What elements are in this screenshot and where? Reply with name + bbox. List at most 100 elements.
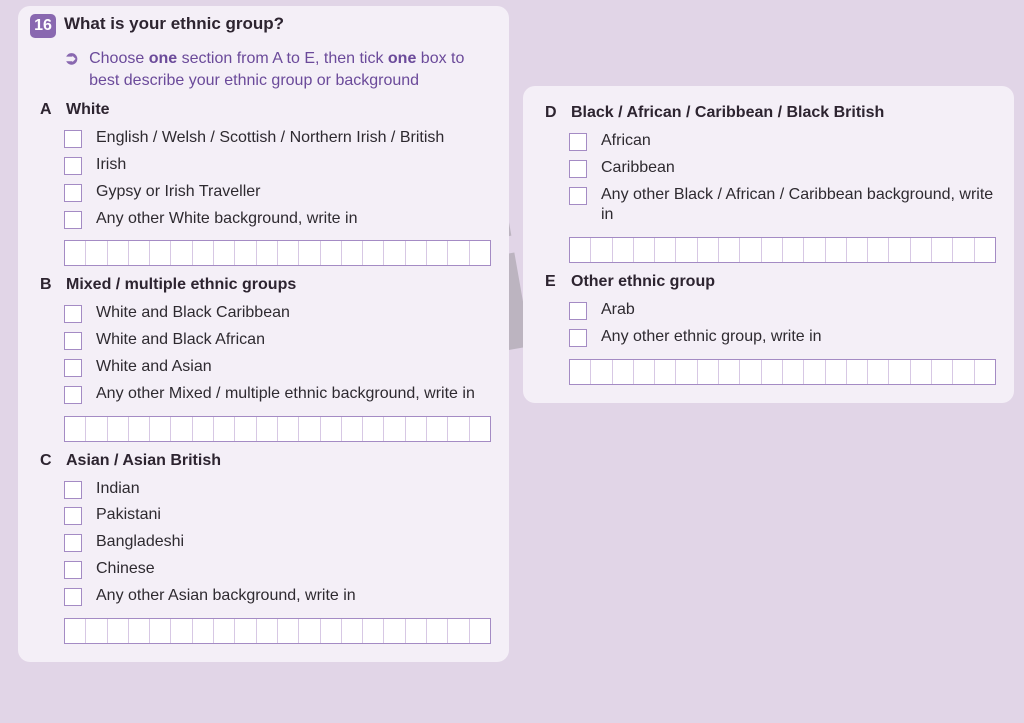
writein-cell[interactable] [321,241,342,265]
writein-cell[interactable] [257,241,278,265]
writein-cell[interactable] [214,417,235,441]
writein-field[interactable] [569,359,996,385]
writein-cell[interactable] [826,360,847,384]
writein-cell[interactable] [278,417,299,441]
writein-cell[interactable] [86,417,107,441]
writein-cell[interactable] [384,619,405,643]
writein-cell[interactable] [363,619,384,643]
option-checkbox[interactable] [64,588,82,606]
writein-cell[interactable] [257,417,278,441]
writein-cell[interactable] [193,241,214,265]
writein-cell[interactable] [847,238,868,262]
writein-cell[interactable] [150,619,171,643]
writein-cell[interactable] [427,417,448,441]
writein-cell[interactable] [342,241,363,265]
writein-cell[interactable] [783,238,804,262]
writein-cell[interactable] [975,238,995,262]
writein-cell[interactable] [911,360,932,384]
writein-cell[interactable] [676,360,697,384]
writein-cell[interactable] [762,360,783,384]
writein-cell[interactable] [129,241,150,265]
writein-field[interactable] [64,618,491,644]
option-checkbox[interactable] [569,187,587,205]
option-checkbox[interactable] [64,481,82,499]
writein-cell[interactable] [193,417,214,441]
writein-cell[interactable] [299,241,320,265]
writein-cell[interactable] [193,619,214,643]
writein-field[interactable] [64,416,491,442]
option-checkbox[interactable] [64,386,82,404]
writein-cell[interactable] [676,238,697,262]
writein-cell[interactable] [427,619,448,643]
writein-cell[interactable] [613,360,634,384]
writein-cell[interactable] [384,417,405,441]
option-checkbox[interactable] [64,561,82,579]
writein-cell[interactable] [634,238,655,262]
writein-cell[interactable] [257,619,278,643]
writein-cell[interactable] [655,238,676,262]
writein-cell[interactable] [470,417,490,441]
writein-cell[interactable] [953,360,974,384]
writein-cell[interactable] [868,360,889,384]
writein-cell[interactable] [65,619,86,643]
writein-cell[interactable] [342,619,363,643]
writein-cell[interactable] [448,241,469,265]
writein-cell[interactable] [613,238,634,262]
writein-cell[interactable] [406,619,427,643]
writein-cell[interactable] [278,619,299,643]
writein-cell[interactable] [470,241,490,265]
writein-cell[interactable] [932,360,953,384]
writein-cell[interactable] [65,417,86,441]
option-checkbox[interactable] [64,507,82,525]
writein-cell[interactable] [235,417,256,441]
option-checkbox[interactable] [569,302,587,320]
writein-cell[interactable] [889,238,910,262]
writein-cell[interactable] [698,360,719,384]
writein-cell[interactable] [150,417,171,441]
writein-cell[interactable] [762,238,783,262]
option-checkbox[interactable] [64,157,82,175]
writein-cell[interactable] [634,360,655,384]
writein-cell[interactable] [847,360,868,384]
writein-cell[interactable] [321,619,342,643]
writein-cell[interactable] [171,417,192,441]
option-checkbox[interactable] [569,160,587,178]
option-checkbox[interactable] [64,534,82,552]
writein-cell[interactable] [804,360,825,384]
writein-cell[interactable] [171,619,192,643]
writein-cell[interactable] [698,238,719,262]
writein-cell[interactable] [86,241,107,265]
writein-cell[interactable] [214,241,235,265]
option-checkbox[interactable] [64,211,82,229]
writein-cell[interactable] [363,417,384,441]
option-checkbox[interactable] [569,329,587,347]
writein-cell[interactable] [868,238,889,262]
writein-cell[interactable] [363,241,384,265]
writein-cell[interactable] [342,417,363,441]
writein-cell[interactable] [470,619,490,643]
writein-cell[interactable] [570,238,591,262]
writein-cell[interactable] [953,238,974,262]
writein-cell[interactable] [719,360,740,384]
writein-cell[interactable] [235,619,256,643]
writein-cell[interactable] [783,360,804,384]
writein-cell[interactable] [740,360,761,384]
writein-cell[interactable] [448,619,469,643]
writein-cell[interactable] [719,238,740,262]
writein-cell[interactable] [321,417,342,441]
option-checkbox[interactable] [64,332,82,350]
writein-cell[interactable] [889,360,910,384]
writein-cell[interactable] [911,238,932,262]
writein-cell[interactable] [299,619,320,643]
writein-cell[interactable] [975,360,995,384]
writein-cell[interactable] [591,360,612,384]
writein-cell[interactable] [108,619,129,643]
writein-cell[interactable] [655,360,676,384]
option-checkbox[interactable] [569,133,587,151]
writein-cell[interactable] [235,241,256,265]
writein-cell[interactable] [214,619,235,643]
writein-cell[interactable] [932,238,953,262]
writein-cell[interactable] [384,241,405,265]
writein-cell[interactable] [129,417,150,441]
writein-cell[interactable] [299,417,320,441]
